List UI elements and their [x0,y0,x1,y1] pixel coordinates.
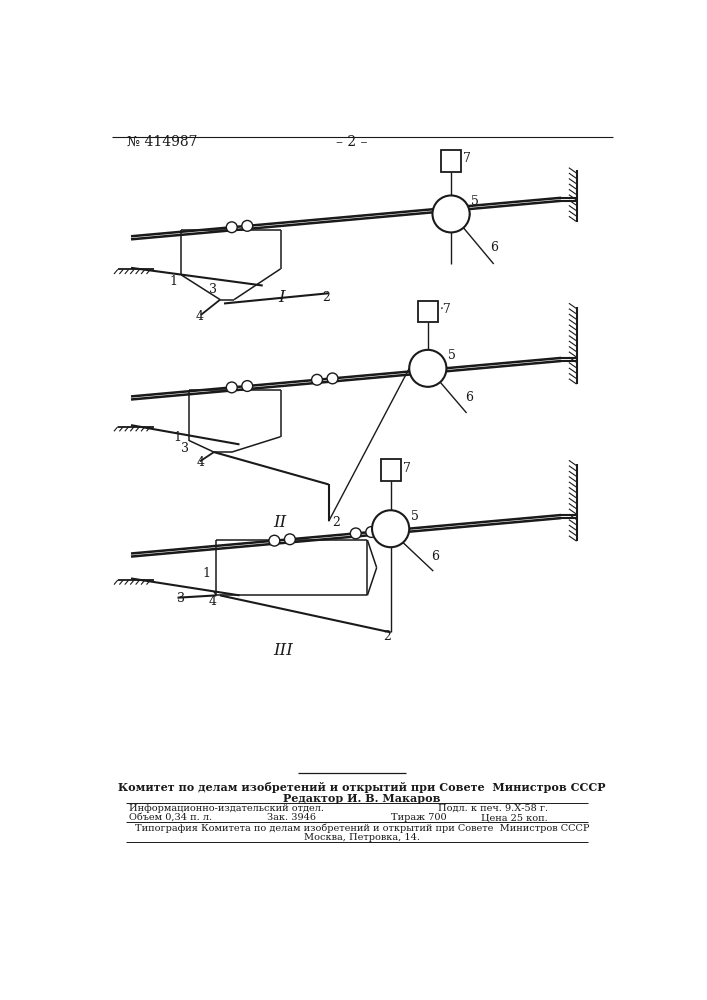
Text: 6: 6 [465,391,473,404]
Text: Цена 25 коп.: Цена 25 коп. [481,813,548,822]
Circle shape [409,350,446,387]
Text: 5: 5 [411,510,419,523]
Text: 3: 3 [182,442,189,455]
Text: 3: 3 [177,592,185,605]
Text: 6: 6 [490,241,498,254]
Text: III: III [273,642,293,659]
Text: 1: 1 [174,431,182,444]
Circle shape [327,373,338,384]
Circle shape [284,534,296,545]
Circle shape [312,374,322,385]
Bar [441,150,461,172]
Circle shape [242,381,252,391]
Circle shape [366,527,377,537]
Text: 7: 7 [464,152,472,165]
Text: 2: 2 [322,291,330,304]
Text: 4: 4 [197,456,205,469]
Text: I: I [279,289,285,306]
Circle shape [351,528,361,539]
Bar [418,301,438,322]
Circle shape [226,222,237,233]
Text: 3: 3 [209,283,216,296]
Text: – 2 –: – 2 – [336,135,368,149]
Text: Москва, Петровка, 14.: Москва, Петровка, 14. [304,833,420,842]
Text: 2: 2 [383,630,391,643]
Text: 6: 6 [431,550,439,563]
Text: Подл. к печ. 9.Х-58 г.: Подл. к печ. 9.Х-58 г. [438,804,548,813]
Text: 2: 2 [332,516,340,529]
Text: 4: 4 [209,595,216,608]
Text: 5: 5 [448,349,456,362]
Circle shape [372,510,409,547]
Text: Объем 0,34 п. л.: Объем 0,34 п. л. [129,813,212,822]
Circle shape [226,382,237,393]
Circle shape [433,195,469,232]
Text: Редактор И. В. Макаров: Редактор И. В. Макаров [284,793,440,804]
Text: Комитет по делам изобретений и открытий при Совете  Министров СССР: Комитет по делам изобретений и открытий … [118,782,606,793]
Bar [380,459,401,481]
Text: II: II [273,514,286,531]
Text: 4: 4 [195,310,204,323]
Text: Тираж 700: Тираж 700 [391,813,446,822]
Text: Зак. 3946: Зак. 3946 [267,813,315,822]
Text: № 414987: № 414987 [127,135,198,149]
Text: 1: 1 [170,275,177,288]
Text: 1: 1 [202,567,210,580]
Text: Информационно-издательский отдел.: Информационно-издательский отдел. [129,804,324,813]
Text: 7: 7 [403,462,411,475]
Text: 5: 5 [472,195,479,208]
Circle shape [269,535,280,546]
Circle shape [242,220,252,231]
Text: Типография Комитета по делам изобретений и открытий при Совете  Министров СССР: Типография Комитета по делам изобретений… [135,823,589,833]
Text: ·7: ·7 [440,303,452,316]
